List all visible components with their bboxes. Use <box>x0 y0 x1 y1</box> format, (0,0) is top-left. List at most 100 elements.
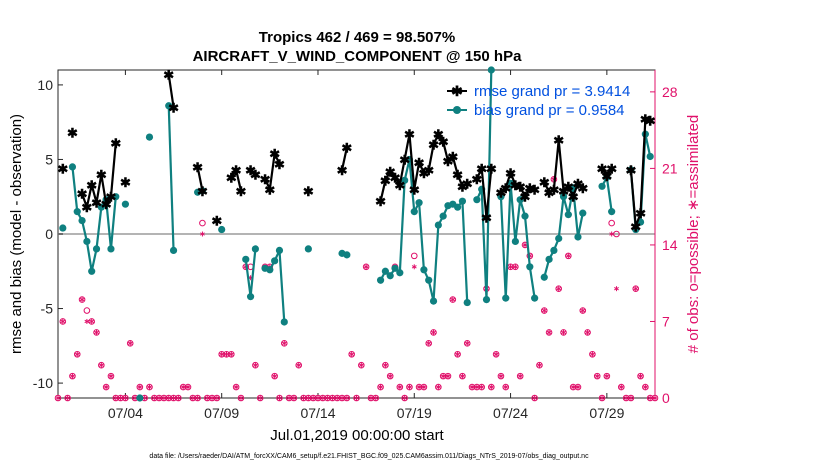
x-tick-label: 07/29 <box>589 405 624 421</box>
obs-possible-point <box>536 361 543 369</box>
x-tick-label: 07/09 <box>204 405 239 421</box>
obs-assimilated-point <box>459 373 465 379</box>
obs-possible-point <box>64 394 71 402</box>
obs-possible-point <box>574 383 582 391</box>
obs-possible-point <box>189 394 197 402</box>
rmse-line <box>601 167 613 178</box>
obs-assimilated-point <box>161 395 167 401</box>
obs-possible-point <box>435 383 442 391</box>
rmse-point: ✱ <box>553 133 564 148</box>
rmse-point: ✱ <box>524 181 535 196</box>
obs-assimilated-point <box>435 384 441 390</box>
rmse-point: ✱ <box>260 172 271 187</box>
rmse-point: ✱ <box>428 138 439 153</box>
obs-possible-point <box>637 372 644 380</box>
obs-possible-point <box>271 372 278 380</box>
obs-assimilated-point <box>623 395 629 401</box>
bias-point <box>454 203 462 211</box>
rmse-point: ✱ <box>86 178 97 193</box>
bias-point <box>169 246 178 254</box>
obs-assimilated-point <box>363 264 369 270</box>
obs-possible-point <box>165 394 173 402</box>
obs-possible-point <box>598 394 606 402</box>
obs-possible-point <box>565 252 572 260</box>
obs-possible-point <box>329 394 336 402</box>
bias-point <box>502 294 510 302</box>
rmse-point: ✱ <box>640 112 651 127</box>
obs-possible-point <box>213 394 221 402</box>
obs-assimilated-point <box>498 373 504 379</box>
bias-point <box>121 200 130 208</box>
obs-possible-point <box>348 350 355 358</box>
rmse-line <box>81 142 117 212</box>
obs-assimilated-point <box>541 308 547 314</box>
rmse-point: ✱ <box>500 181 511 196</box>
rmse-point: ✱ <box>645 114 656 129</box>
rmse-point: ✱ <box>375 194 386 209</box>
bias-point <box>531 294 539 302</box>
y-axis-left: -10 -5 0 5 10 <box>33 77 63 391</box>
obs-possible-point <box>454 350 461 358</box>
obs-assimilated-point <box>330 395 335 401</box>
obs-assimilated-point <box>421 384 427 390</box>
obs-assimilated-point <box>537 362 542 368</box>
rmse-point: ✱ <box>380 173 391 188</box>
rmse-point: ✱ <box>409 182 420 197</box>
rmse-line <box>167 74 175 108</box>
obs-possible-point <box>589 350 596 358</box>
obs-possible-point <box>343 394 351 402</box>
obs-assimilated-point <box>532 395 538 401</box>
bias-point <box>516 196 524 204</box>
y-left-tick-label: -10 <box>33 375 53 391</box>
obs-possible-point <box>146 383 153 391</box>
obs-assimilated-point <box>89 318 95 324</box>
obs-possible-point <box>449 296 457 303</box>
obs-possible-point <box>642 383 649 391</box>
obs-assimilated-point <box>638 373 643 379</box>
rmse-point: ✱ <box>563 179 574 194</box>
obs-possible-point <box>256 394 264 402</box>
obs-assimilated-point <box>219 351 225 357</box>
obs-assimilated-point <box>503 384 509 390</box>
obs-possible-point <box>516 372 524 380</box>
obs-assimilated-point <box>618 384 624 390</box>
obs-possible-point <box>386 372 394 380</box>
bias-point <box>275 246 284 254</box>
obs-assimilated-point <box>614 286 619 292</box>
obs-assimilated-point <box>296 362 302 368</box>
obs-assimilated-point <box>556 286 562 292</box>
bias-point <box>280 318 288 326</box>
obs-assimilated-point <box>55 395 61 401</box>
rmse-point: ✱ <box>106 190 117 205</box>
obs-possible-point <box>492 350 500 358</box>
obs-assimilated-point <box>378 384 383 390</box>
bias-line <box>71 166 117 272</box>
obs-assimilated-point <box>334 395 340 401</box>
obs-assimilated-point <box>127 340 133 346</box>
obs-assimilated-point <box>137 384 143 390</box>
obs-assimilated-point <box>272 373 278 379</box>
obs-possible-point <box>179 383 187 391</box>
obs-assimilated-point <box>233 384 239 390</box>
rmse-point: ✱ <box>544 185 555 200</box>
obs-possible-point <box>54 394 62 402</box>
bias-point <box>550 246 558 254</box>
obs-possible-point <box>126 340 134 347</box>
obs-possible-point <box>228 350 235 358</box>
obs-possible-point <box>338 394 346 402</box>
bias-point <box>473 196 481 204</box>
rmse-point: ✱ <box>418 166 429 181</box>
bias-point <box>107 245 115 253</box>
bias-point <box>487 66 495 74</box>
obs-possible-point <box>160 394 168 402</box>
obs-assimilated-point <box>147 384 152 390</box>
rmse-line <box>543 139 584 200</box>
rmse-point: ✱ <box>515 179 526 194</box>
obs-assimilated-point <box>517 373 523 379</box>
obs-possible-point <box>512 263 519 271</box>
obs-possible-point <box>305 394 312 402</box>
y-right-tick-label: 28 <box>662 84 678 100</box>
rmse-point: ✱ <box>303 184 314 199</box>
obs-possible-point <box>309 394 317 402</box>
obs-possible-point <box>430 329 437 336</box>
